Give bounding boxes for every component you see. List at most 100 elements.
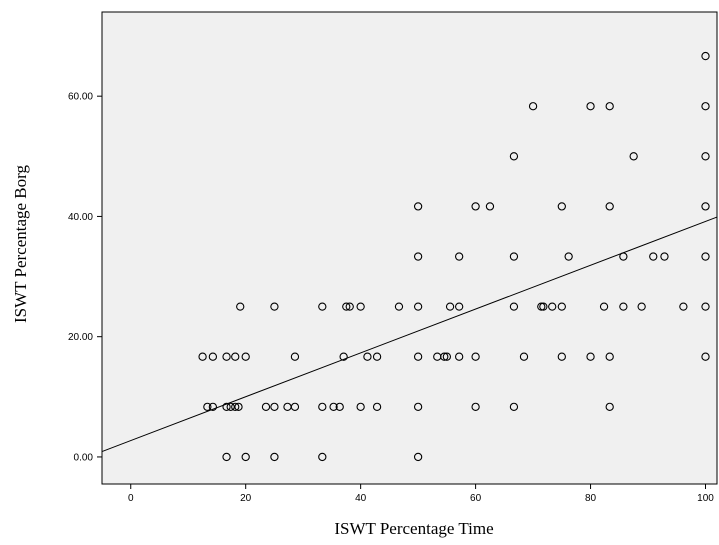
data-point [539, 302, 548, 311]
data-point [413, 452, 423, 462]
data-point [318, 302, 327, 311]
data-point [339, 352, 348, 361]
data-point [241, 352, 250, 361]
data-point [548, 302, 557, 311]
data-point [241, 452, 250, 462]
data-point [394, 302, 404, 311]
data-point [442, 352, 452, 361]
data-point [471, 352, 480, 361]
plot-area [101, 11, 718, 485]
data-point [203, 402, 212, 412]
x-tick-label: 100 [697, 493, 714, 504]
data-point [557, 352, 566, 361]
data-point [226, 402, 235, 412]
data-point [509, 252, 519, 261]
y-axis: 0.00 20.00 40.00 60.00 [68, 92, 102, 463]
data-point [356, 402, 365, 412]
data-point [222, 452, 231, 462]
y-tick-label: 0.00 [74, 452, 94, 463]
data-point [701, 302, 710, 311]
data-point [605, 202, 614, 211]
data-point [445, 302, 455, 311]
x-axis: 0 20 40 60 80 100 [128, 484, 714, 504]
data-point [455, 302, 464, 311]
data-point [208, 352, 218, 361]
data-point [701, 51, 710, 61]
data-point [605, 402, 614, 412]
data-point [413, 252, 423, 261]
data-point [236, 302, 245, 311]
data-point [261, 402, 271, 412]
data-point [509, 402, 519, 412]
data-point [335, 402, 344, 412]
data-point [637, 302, 646, 311]
data-point [649, 252, 658, 261]
data-point [290, 352, 300, 361]
data-point [318, 402, 327, 412]
y-tick-label: 20.00 [68, 332, 93, 343]
data-point [701, 252, 710, 261]
data-point [208, 402, 218, 412]
data-point [270, 452, 279, 462]
data-point [605, 102, 614, 111]
x-tick-label: 80 [585, 493, 597, 504]
data-point [345, 302, 354, 311]
x-tick-label: 20 [240, 493, 252, 504]
data-point [629, 152, 638, 161]
data-point [599, 302, 609, 311]
x-axis-title: ISWT Percentage Time [334, 519, 493, 538]
data-point [329, 402, 338, 412]
data-point [586, 102, 595, 111]
data-point [557, 202, 566, 211]
data-point [455, 252, 464, 261]
data-point [701, 352, 710, 361]
data-point [231, 352, 240, 361]
data-point [519, 352, 529, 361]
data-point [679, 302, 688, 311]
data-point [356, 302, 365, 311]
y-tick-label: 40.00 [68, 212, 93, 223]
data-point [509, 302, 519, 311]
data-point [440, 352, 449, 361]
data-point [471, 202, 480, 211]
data-point [222, 402, 231, 412]
data-point [372, 402, 382, 412]
x-tick-label: 0 [128, 493, 134, 504]
data-point [290, 402, 300, 412]
x-tick-label: 40 [355, 493, 367, 504]
data-point [485, 202, 495, 211]
data-point [342, 302, 351, 311]
data-point [701, 102, 710, 111]
data-point [586, 352, 595, 361]
data-point [701, 152, 710, 161]
y-tick-label: 60.00 [68, 92, 93, 103]
data-point [270, 402, 279, 412]
data-point [234, 402, 243, 412]
data-point [222, 352, 231, 361]
data-point [701, 202, 710, 211]
data-point [509, 152, 519, 161]
data-point [413, 402, 423, 412]
data-point [619, 302, 628, 311]
data-point [557, 302, 566, 311]
data-point [660, 252, 669, 261]
y-axis-title: ISWT Percentage Borg [11, 165, 30, 323]
data-point [413, 352, 423, 361]
data-point [413, 302, 423, 311]
data-point [471, 402, 480, 412]
data-point [231, 402, 240, 412]
x-tick-label: 60 [470, 493, 482, 504]
data-point [605, 352, 614, 361]
data-point [270, 302, 279, 311]
data-point [318, 452, 327, 462]
data-point [372, 352, 382, 361]
data-point [528, 102, 538, 111]
data-point [363, 352, 372, 361]
data-point [198, 352, 207, 361]
fit-line [101, 216, 718, 452]
data-point [564, 252, 573, 261]
data-point [455, 352, 464, 361]
data-point [537, 302, 546, 311]
data-point [413, 202, 423, 211]
